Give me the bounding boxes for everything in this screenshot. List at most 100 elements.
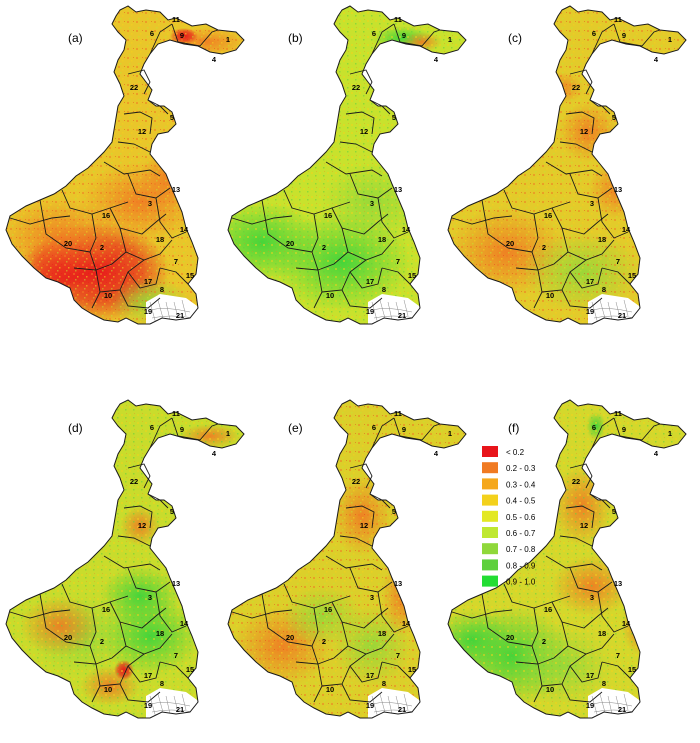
district-number: 17	[586, 671, 594, 680]
district-number: 6	[150, 423, 154, 432]
district-number: 14	[622, 225, 631, 234]
district-number: 22	[130, 477, 138, 486]
district-number: 4	[212, 55, 217, 64]
district-number: 9	[180, 31, 184, 40]
district-number: 18	[598, 629, 606, 638]
district-number: 22	[352, 477, 360, 486]
district-number: 10	[326, 685, 334, 694]
district-number: 7	[396, 257, 400, 266]
district-number: 5	[170, 113, 174, 122]
district-number: 16	[102, 605, 110, 614]
district-number: 12	[138, 521, 146, 530]
district-number: 5	[392, 507, 396, 516]
legend-swatch	[482, 575, 498, 587]
district-number: 6	[372, 29, 376, 38]
district-number: 13	[394, 185, 402, 194]
district-number: 21	[618, 705, 626, 714]
district-number: 6	[592, 423, 596, 432]
legend-label: 0.3 - 0.4	[506, 480, 536, 489]
district-number: 16	[544, 211, 552, 220]
district-number: 15	[186, 665, 194, 674]
district-number: 20	[64, 633, 72, 642]
district-number: 11	[172, 409, 180, 418]
district-number: 9	[180, 425, 184, 434]
district-number: 8	[160, 285, 164, 294]
district-number: 19	[586, 701, 594, 710]
district-number: 1	[448, 35, 452, 44]
district-number: 5	[170, 507, 174, 516]
legend-label: 0.7 - 0.8	[506, 545, 536, 554]
district-number: 8	[602, 285, 606, 294]
district-number: 6	[150, 29, 154, 38]
district-number: 7	[174, 257, 178, 266]
district-number: 10	[546, 291, 554, 300]
district-number: 15	[628, 665, 636, 674]
district-number: 7	[396, 651, 400, 660]
district-number: 17	[144, 277, 152, 286]
district-number: 6	[592, 29, 596, 38]
district-number: 9	[622, 31, 626, 40]
district-number: 1	[668, 35, 672, 44]
district-number: 18	[378, 235, 386, 244]
district-number: 13	[172, 185, 180, 194]
district-number: 21	[618, 311, 626, 320]
district-number: 20	[506, 633, 514, 642]
legend-label: 0.2 - 0.3	[506, 464, 536, 473]
district-number: 13	[614, 185, 622, 194]
district-number: 20	[506, 239, 514, 248]
district-number: 3	[370, 593, 374, 602]
district-number: 7	[616, 257, 620, 266]
district-number: 14	[402, 619, 411, 628]
district-number: 1	[226, 35, 230, 44]
district-number: 20	[286, 633, 294, 642]
district-number: 19	[366, 307, 374, 316]
district-number: 11	[394, 15, 402, 24]
district-number: 15	[186, 271, 194, 280]
legend-swatch	[482, 543, 498, 555]
district-number: 14	[622, 619, 631, 628]
district-number: 13	[614, 579, 622, 588]
district-number: 19	[144, 307, 152, 316]
district-number: 5	[612, 113, 616, 122]
district-number: 12	[360, 127, 368, 136]
district-number: 2	[542, 637, 546, 646]
district-number: 1	[448, 429, 452, 438]
district-number: 1	[226, 429, 230, 438]
district-number: 11	[614, 409, 622, 418]
district-number: 4	[654, 55, 659, 64]
district-number: 9	[402, 31, 406, 40]
district-number: 21	[176, 705, 184, 714]
district-number: 11	[394, 409, 402, 418]
district-number: 7	[174, 651, 178, 660]
legend-swatch	[482, 510, 498, 522]
legend-swatch	[482, 462, 498, 474]
district-number: 10	[326, 291, 334, 300]
district-number: 15	[408, 665, 416, 674]
district-number: 22	[572, 83, 580, 92]
district-number: 21	[398, 705, 406, 714]
district-number: 8	[382, 679, 386, 688]
legend-label: 0.5 - 0.6	[506, 513, 536, 522]
district-number: 12	[580, 127, 588, 136]
district-number: 13	[394, 579, 402, 588]
legend-label: < 0.2	[506, 448, 525, 457]
district-number: 8	[602, 679, 606, 688]
legend-swatch	[482, 478, 498, 490]
district-number: 17	[366, 671, 374, 680]
legend-label: 0.6 - 0.7	[506, 529, 536, 538]
district-number: 11	[172, 15, 180, 24]
district-number: 16	[102, 211, 110, 220]
district-number: 19	[366, 701, 374, 710]
district-number: 9	[622, 425, 626, 434]
map-legend: < 0.2 0.2 - 0.3 0.3 - 0.4 0.4 - 0.5 0.5 - 0.…	[482, 446, 536, 587]
panel-letter: (a)	[68, 31, 83, 45]
district-number: 1	[668, 429, 672, 438]
district-number: 22	[130, 83, 138, 92]
legend-label: 0.8 - 0.9	[506, 561, 536, 570]
panel-letter: (f)	[508, 421, 519, 435]
